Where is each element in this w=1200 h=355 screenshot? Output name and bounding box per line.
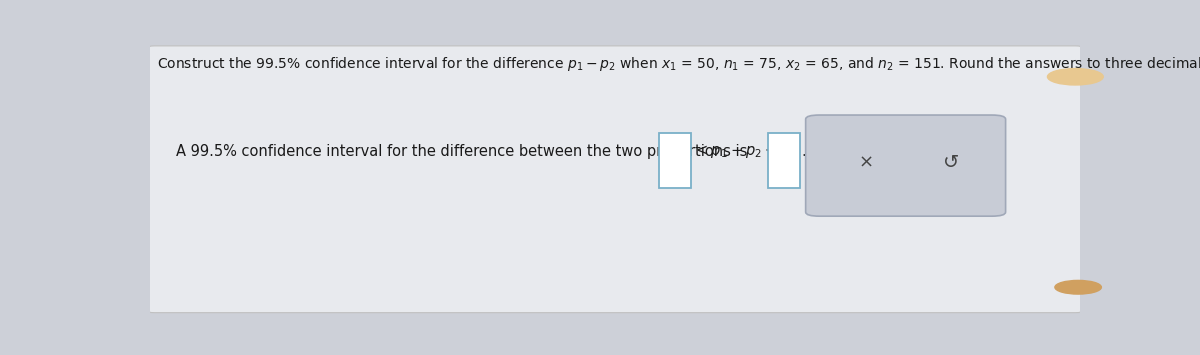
Text: $< p_1 - p_2 <$: $< p_1 - p_2 <$: [694, 143, 778, 160]
FancyBboxPatch shape: [659, 132, 691, 188]
Text: ×: ×: [858, 154, 874, 172]
Circle shape: [1048, 69, 1103, 85]
FancyBboxPatch shape: [148, 46, 1082, 313]
Text: Construct the 99.5% confidence interval for the difference $p_1 - p_2$ when $x_1: Construct the 99.5% confidence interval …: [157, 55, 1200, 73]
FancyBboxPatch shape: [805, 115, 1006, 216]
Text: A 99.5% confidence interval for the difference between the two proportions is: A 99.5% confidence interval for the diff…: [176, 144, 748, 159]
Text: .: .: [802, 144, 805, 159]
FancyBboxPatch shape: [768, 132, 800, 188]
Text: ↺: ↺: [943, 153, 960, 173]
Circle shape: [1055, 280, 1102, 294]
